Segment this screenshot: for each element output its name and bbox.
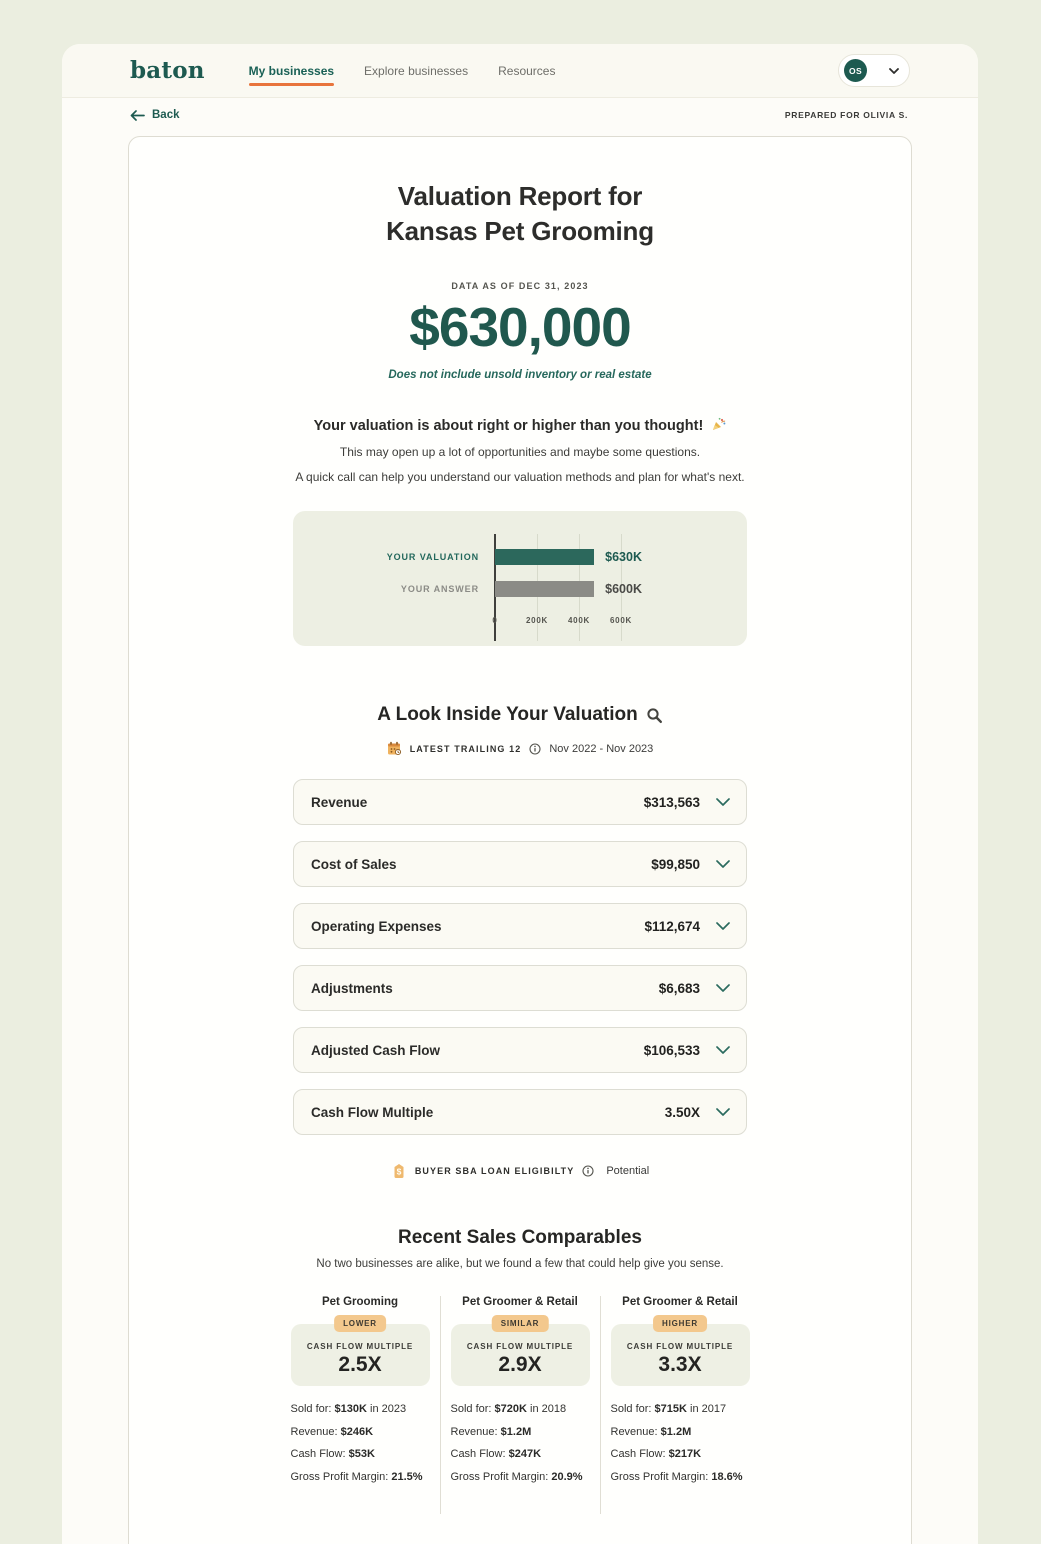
valuation-amount: $630,000 <box>409 296 631 358</box>
chevron-down-icon <box>716 860 730 868</box>
chevron-down-icon <box>716 984 730 992</box>
trailing-period-row: LATEST TRAILING 12 Nov 2022 - Nov 2023 <box>129 741 911 756</box>
breakdown-row-cost-of-sales[interactable]: Cost of Sales $99,850 <box>293 841 747 887</box>
comparable-card-lower: Pet Grooming LOWER CASH FLOW MULTIPLE 2.… <box>281 1296 440 1514</box>
valuation-report-card: Valuation Report for Kansas Pet Grooming… <box>128 136 912 1544</box>
sba-value: Potential <box>606 1165 650 1177</box>
valuation-headline: Your valuation is about right or higher … <box>129 417 911 434</box>
chart-x-axis-ticks: 0 200K 400K 600K <box>492 616 632 625</box>
back-row: Back PREPARED FOR OLIVIA S. <box>62 109 978 121</box>
status-badge: LOWER <box>334 1315 386 1332</box>
valuation-comparison-chart: YOUR VALUATION YOUR ANSWER $630K $600K <box>293 511 747 646</box>
nav-item-explore-businesses[interactable]: Explore businesses <box>364 63 469 78</box>
chart-bar-your-valuation <box>495 549 595 565</box>
back-arrow-icon <box>130 109 145 121</box>
status-badge: HIGHER <box>653 1315 707 1332</box>
comparables-subheading: No two businesses are alike, but we foun… <box>316 1258 724 1270</box>
look-inside-heading: A Look Inside Your Valuation <box>129 704 911 726</box>
valuation-subline-1: This may open up a lot of opportunities … <box>339 445 701 459</box>
comparable-card-similar: Pet Groomer & Retail SIMILAR CASH FLOW M… <box>441 1296 600 1514</box>
valuation-disclaimer: Does not include unsold inventory or rea… <box>388 369 652 381</box>
breakdown-row-revenue[interactable]: Revenue $313,563 <box>293 779 747 825</box>
chart-value-your-valuation: $630K <box>605 550 642 564</box>
chevron-down-icon <box>716 798 730 806</box>
chart-bar-your-answer <box>495 581 595 597</box>
vertical-divider <box>439 1296 441 1514</box>
prepared-for-label: PREPARED FOR OLIVIA S. <box>784 110 908 120</box>
breakdown-row-cash-flow-multiple[interactable]: Cash Flow Multiple 3.50X <box>293 1089 747 1135</box>
top-nav-bar: baton My businesses Explore businesses R… <box>62 44 978 98</box>
data-as-of-label: DATA AS OF DEC 31, 2023 <box>451 281 589 291</box>
breakdown-row-adjusted-cash-flow[interactable]: Adjusted Cash Flow $106,533 <box>293 1027 747 1073</box>
party-popper-icon <box>711 417 726 432</box>
breakdown-row-operating-expenses[interactable]: Operating Expenses $112,674 <box>293 903 747 949</box>
chart-category-your-valuation: YOUR VALUATION <box>386 552 479 562</box>
page-title: Valuation Report for Kansas Pet Grooming <box>386 181 654 246</box>
comparables-row: Pet Grooming LOWER CASH FLOW MULTIPLE 2.… <box>281 1296 760 1514</box>
app-window: baton My businesses Explore businesses R… <box>62 44 978 1544</box>
baton-logo[interactable]: baton <box>130 57 205 84</box>
account-menu[interactable]: OS <box>838 54 910 87</box>
nav-item-resources[interactable]: Resources <box>498 63 556 78</box>
chevron-down-icon <box>716 1108 730 1116</box>
chart-gridline <box>621 534 622 641</box>
chart-value-your-answer: $600K <box>605 582 642 596</box>
svg-text:$: $ <box>396 1166 401 1176</box>
nav-item-my-businesses[interactable]: My businesses <box>248 44 335 97</box>
sba-eligibility-row: $ BUYER SBA LOAN ELIGIBILTY Potential <box>129 1163 911 1179</box>
calendar-icon <box>387 741 402 756</box>
valuation-subline-2: A quick call can help you understand our… <box>295 470 745 484</box>
info-icon[interactable] <box>529 742 541 755</box>
chart-category-your-answer: YOUR ANSWER <box>400 584 479 594</box>
dollar-tag-icon: $ <box>391 1163 407 1179</box>
chevron-down-icon <box>716 922 730 930</box>
comparables-heading: Recent Sales Comparables <box>398 1227 642 1248</box>
vertical-divider <box>599 1296 601 1514</box>
breakdown-list: Revenue $313,563 Cost of Sales $99,850 O… <box>293 779 747 1135</box>
primary-nav: My businesses Explore businesses Resourc… <box>248 44 556 97</box>
trailing-period-range: Nov 2022 - Nov 2023 <box>549 742 654 755</box>
back-label: Back <box>152 109 180 121</box>
chevron-down-icon <box>716 1046 730 1054</box>
sba-label: BUYER SBA LOAN ELIGIBILTY <box>414 1166 575 1176</box>
avatar: OS <box>844 59 867 82</box>
search-icon <box>646 707 663 724</box>
breakdown-row-adjustments[interactable]: Adjustments $6,683 <box>293 965 747 1011</box>
trailing-period-label: LATEST TRAILING 12 <box>409 743 522 754</box>
chart-plot-area: $630K $600K 0 200K 400K 600K <box>492 534 642 641</box>
chevron-down-icon <box>889 67 899 74</box>
back-button[interactable]: Back <box>130 109 180 121</box>
status-badge: SIMILAR <box>491 1315 549 1332</box>
comparable-card-higher: Pet Groomer & Retail HIGHER CASH FLOW MU… <box>601 1296 760 1514</box>
info-icon[interactable] <box>582 1165 594 1177</box>
